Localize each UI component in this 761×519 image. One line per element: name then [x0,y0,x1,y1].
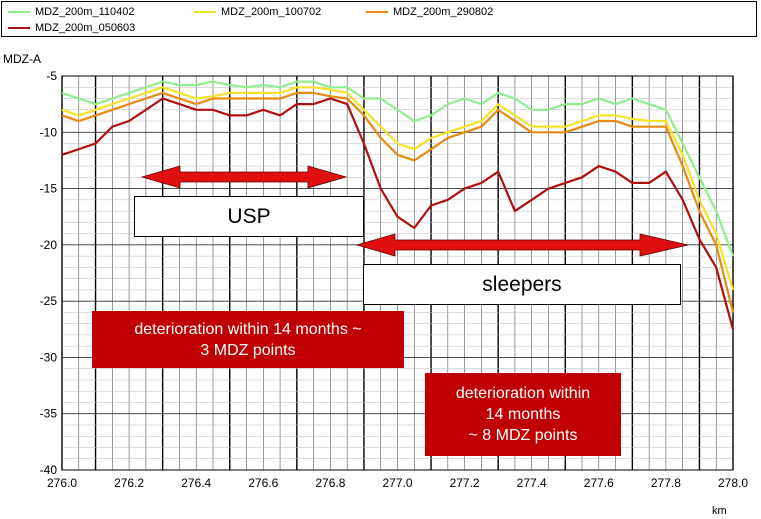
series-line-3 [61,97,735,330]
sleepers-deterioration-line3: ~ 8 MDZ points [468,427,578,444]
series-line-0 [61,80,735,257]
y-tick-label: -25 [40,294,58,308]
plot-frame [61,75,734,471]
x-tick-label: 277.8 [651,476,681,490]
sleepers-deterioration-line2: 14 months [485,406,561,423]
legend-entry-290802: MDZ_200m_290802 [366,6,493,18]
series-line-1 [61,86,735,291]
legend-swatch-100702 [194,11,216,14]
x-tick-label: 278.0 [718,476,748,490]
x-tick-label: 276.8 [315,476,345,490]
usp-label-box: USP [134,196,364,237]
x-tick-label: 276.2 [114,476,144,490]
sleepers-arrow [355,233,689,257]
series-lines [61,80,735,330]
x-tick-label: 277.2 [450,476,480,490]
legend-label-100702: MDZ_200m_100702 [221,6,322,18]
x-tick-label: 277.0 [382,476,412,490]
y-tick-label: -10 [40,125,58,139]
sleepers-deterioration-line1: deterioration within [455,385,591,402]
x-tick-label: 277.4 [517,476,547,490]
y-tick-label: -15 [40,182,58,196]
usp-deterioration-box: deterioration within 14 months ~ 3 MDZ p… [92,311,404,368]
legend-label-290802: MDZ_200m_290802 [393,6,494,18]
sleepers-label-box: sleepers [363,264,681,305]
x-tick-label: 276.0 [47,476,77,490]
usp-deterioration-line1: deterioration within 14 months ~ [134,320,362,338]
series-line-2 [61,91,735,313]
chart-legend: MDZ_200m_110402 MDZ_200m_100702 MDZ_200m… [1,1,757,37]
y-axis-label: MDZ-A [3,52,41,66]
legend-swatch-050603 [8,27,30,30]
legend-swatch-290802 [366,11,388,14]
usp-deterioration-line2: 3 MDZ points [200,341,296,359]
x-axis-label: km [712,505,727,517]
y-tick-label: -35 [40,407,58,421]
sleepers-deterioration-box: deterioration within 14 months ~ 8 MDZ p… [425,373,621,456]
legend-swatch-110402 [8,11,30,14]
legend-entry-110402: MDZ_200m_110402 [8,6,134,18]
usp-arrow [140,165,348,189]
y-tick-label: -30 [40,350,58,364]
arrows [140,165,689,257]
legend-label-110402: MDZ_200m_110402 [35,6,135,18]
tick-labels: 276.0 276.2 276.4 276.6 276.8 277.0 277.2 277.4… [40,69,749,490]
x-tick-label: 276.6 [248,476,278,490]
x-tick-label: 276.4 [181,476,211,490]
x-tick-label: 277.6 [584,476,614,490]
legend-label-050603: MDZ_200m_050603 [35,22,136,34]
y-tick-label: -40 [40,463,58,477]
y-tick-label: -20 [40,238,58,252]
legend-entry-050603: MDZ_200m_050603 [8,22,135,34]
legend-entry-100702: MDZ_200m_100702 [194,6,321,18]
y-tick-label: -5 [46,69,57,83]
